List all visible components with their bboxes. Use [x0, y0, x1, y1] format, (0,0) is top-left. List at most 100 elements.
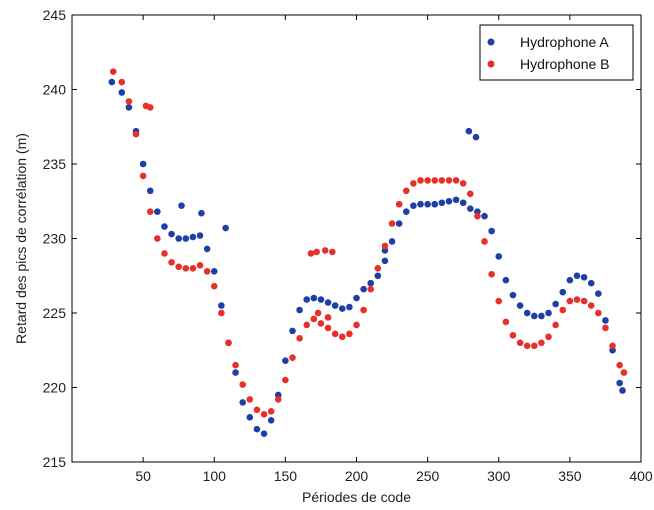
legend-label-hydrophone-a: Hydrophone A — [520, 34, 609, 50]
data-point — [516, 302, 524, 309]
data-point — [109, 68, 117, 75]
data-point — [303, 296, 311, 303]
data-point — [459, 199, 467, 207]
data-point — [374, 272, 382, 280]
data-point — [467, 205, 474, 212]
data-point — [182, 235, 190, 242]
data-point — [168, 259, 175, 266]
data-point — [331, 302, 339, 309]
data-point — [353, 321, 360, 329]
data-point — [360, 306, 367, 314]
data-point — [381, 242, 389, 250]
data-point — [516, 339, 524, 347]
series-hydrophone-a — [108, 78, 626, 437]
data-point — [274, 396, 282, 403]
data-point — [196, 262, 204, 269]
y-tick-label: 225 — [43, 305, 67, 321]
data-point — [410, 180, 417, 187]
y-tick-label: 235 — [43, 156, 67, 172]
x-tick-label: 250 — [416, 468, 440, 484]
data-point — [253, 425, 261, 433]
data-point — [488, 270, 495, 278]
data-point — [609, 342, 616, 350]
data-point — [602, 324, 609, 332]
data-point — [580, 297, 588, 305]
data-point — [587, 302, 595, 309]
data-point — [495, 253, 503, 260]
data-point — [523, 309, 531, 317]
data-point — [146, 104, 154, 111]
data-point — [313, 248, 320, 256]
data-point — [303, 321, 311, 329]
data-point — [452, 196, 460, 204]
data-point — [324, 314, 332, 321]
data-point — [445, 197, 453, 205]
data-point — [367, 279, 375, 287]
data-point — [431, 200, 439, 208]
data-point — [472, 133, 480, 141]
x-tick-label: 100 — [203, 468, 227, 484]
data-point — [481, 212, 488, 220]
data-point — [178, 202, 185, 210]
legend-box — [479, 24, 634, 81]
data-point — [260, 430, 268, 437]
data-point — [282, 357, 289, 364]
data-point — [402, 208, 410, 215]
data-point — [132, 130, 140, 138]
y-tick-label: 240 — [43, 82, 67, 98]
data-point — [360, 285, 367, 293]
data-point — [317, 320, 325, 327]
data-point — [218, 309, 225, 317]
data-point — [573, 296, 581, 303]
data-point — [538, 312, 545, 320]
y-tick-label: 245 — [43, 7, 67, 23]
data-point — [531, 312, 538, 320]
data-point — [125, 104, 133, 111]
data-point — [616, 361, 623, 369]
data-point — [566, 276, 574, 284]
data-point — [424, 177, 431, 184]
data-point — [417, 177, 424, 184]
data-point — [587, 279, 595, 287]
data-point — [289, 354, 296, 362]
data-point — [445, 177, 453, 184]
data-point — [189, 233, 197, 241]
data-point — [465, 127, 473, 135]
data-point — [559, 306, 567, 314]
data-point — [509, 291, 517, 299]
data-point — [566, 297, 574, 305]
data-point — [410, 202, 417, 210]
data-point — [310, 315, 318, 323]
data-point — [139, 172, 147, 180]
data-point — [175, 235, 182, 242]
data-point — [182, 265, 190, 272]
x-tick-label: 50 — [135, 468, 151, 484]
data-point — [367, 285, 375, 293]
data-point — [139, 160, 147, 168]
data-point — [338, 305, 346, 312]
data-point — [232, 369, 239, 376]
data-point — [146, 187, 154, 195]
data-point — [552, 300, 559, 308]
data-point — [331, 330, 339, 338]
data-point — [523, 342, 531, 350]
data-point — [616, 379, 623, 387]
data-point — [118, 78, 126, 86]
data-point — [210, 282, 218, 290]
data-point — [161, 223, 168, 230]
data-point — [388, 238, 396, 245]
legend: Hydrophone A Hydrophone B — [479, 24, 634, 81]
x-tick-label: 400 — [629, 468, 653, 484]
data-point — [154, 235, 161, 242]
data-point — [381, 257, 389, 265]
data-point — [161, 250, 168, 257]
data-point — [118, 89, 126, 96]
data-point — [282, 376, 289, 384]
data-point — [168, 230, 175, 238]
data-point — [595, 290, 602, 297]
data-point — [289, 327, 296, 335]
data-point — [154, 208, 161, 215]
data-point — [459, 180, 467, 187]
data-point — [545, 333, 552, 341]
